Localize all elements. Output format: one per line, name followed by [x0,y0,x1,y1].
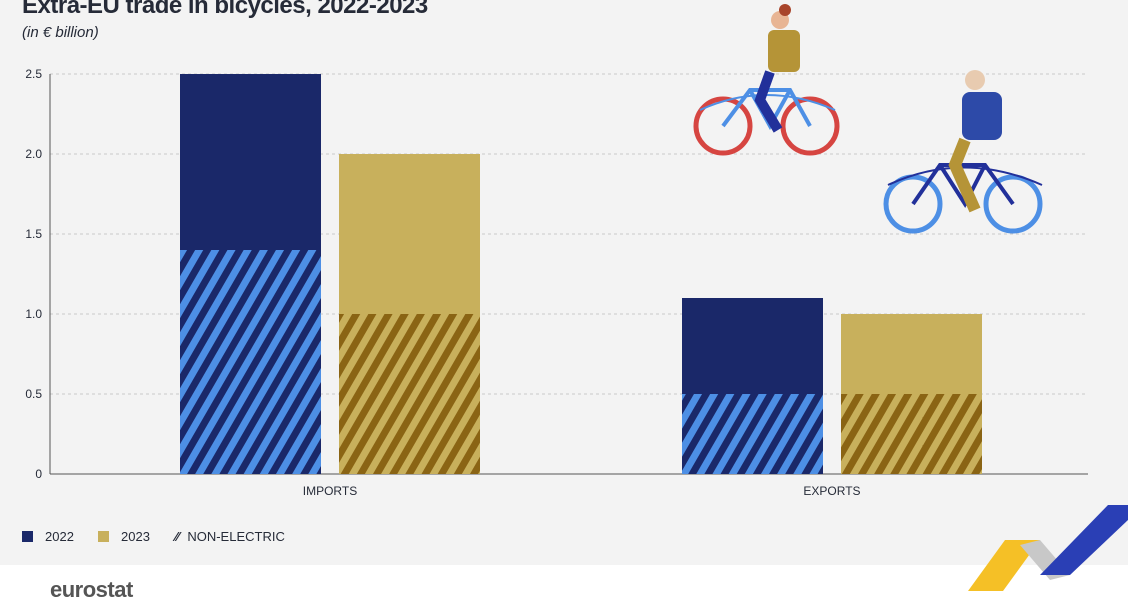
x-category-label: EXPORTS [803,484,860,498]
y-tick-label: 2.5 [25,67,42,81]
legend-swatch-2022 [22,531,33,542]
legend-item-non-electric: ⁄⁄ NON-ELECTRIC [175,529,285,544]
bar-non-electric-2022-imports [180,250,321,474]
y-tick-label: 1.0 [25,307,42,321]
legend-item-2022: 2022 [22,529,74,544]
eurostat-logo: eurostat [50,577,133,602]
bar-non-electric-2023-exports [841,394,982,474]
legend-label: 2022 [45,529,74,544]
legend-item-2023: 2023 [98,529,150,544]
bar-non-electric-2022-exports [682,394,823,474]
y-tick-label: 2.0 [25,147,42,161]
brand-swoosh-decoration [968,505,1128,591]
chart-subtitle: (in € billion) [22,24,99,41]
legend-label: NON-ELECTRIC [187,529,285,544]
chart-title: Extra-EU trade in bicycles, 2022-2023 [22,0,428,19]
y-tick-label: 0.5 [25,387,42,401]
bar-non-electric-2023-imports [339,314,480,474]
legend-label: 2023 [121,529,150,544]
legend-swatch-2023 [98,531,109,542]
x-category-label: IMPORTS [303,484,357,498]
y-tick-label: 1.5 [25,227,42,241]
cyclist-woman-illustration [693,4,840,156]
hatch-icon: ⁄⁄ [175,529,180,544]
y-tick-label: 0 [35,467,42,481]
cyclist-man-illustration [883,70,1043,234]
